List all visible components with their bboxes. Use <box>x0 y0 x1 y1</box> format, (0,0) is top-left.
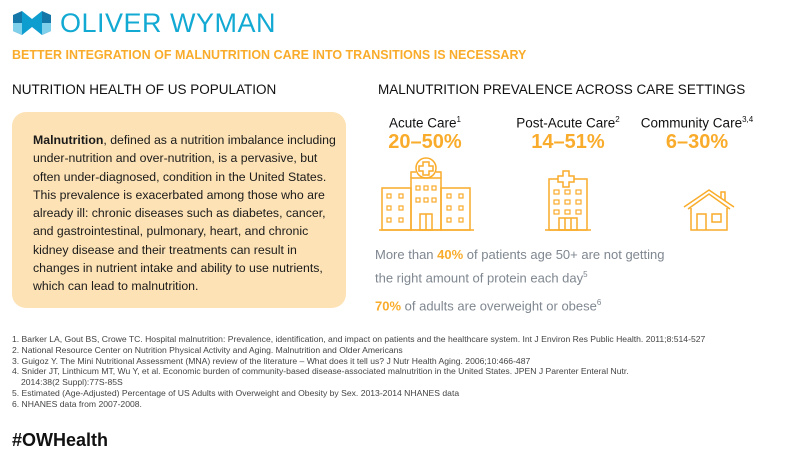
footnote: 5. Estimated (Age-Adjusted) Percentage o… <box>12 387 460 398</box>
hashtag: #OWHealth <box>12 430 109 450</box>
protein-stat: More than 40% of patients age 50+ are no… <box>375 245 675 288</box>
hospital-icon <box>379 157 474 231</box>
brand-name: OLIVER WYMAN <box>60 8 277 38</box>
footnote-ref: 5 <box>583 270 588 279</box>
footnote-ref: 1 <box>456 115 461 124</box>
footnote-ref: 3,4 <box>742 115 754 124</box>
footnote: 3. Guigoz Y. The Mini Nutritional Assess… <box>12 355 531 366</box>
setting-range: 20–50% <box>388 130 462 153</box>
footnotes: 1. Barker LA, Gout BS, Crowe TC. Hospita… <box>12 334 705 410</box>
stat-text: of patients age 50+ are not getting the … <box>375 247 665 286</box>
setting-range: 14–51% <box>531 130 605 153</box>
footnote: 2. National Resource Center on Nutrition… <box>12 344 403 355</box>
footnote-ref: 6 <box>596 298 602 307</box>
stat-value: 70% <box>375 298 402 314</box>
malnutrition-description: , defined as a nutrition imbalance inclu… <box>33 133 336 294</box>
page-subtitle: BETTER INTEGRATION OF MALNUTRITION CARE … <box>12 48 527 62</box>
setting-label: Post-Acute Care <box>516 115 616 131</box>
overweight-stat: 70% of adults are overweight or obese6 <box>375 293 601 316</box>
left-section-heading: NUTRITION HEALTH OF US POPULATION <box>12 82 277 97</box>
setting-label: Acute Care <box>389 115 457 131</box>
clinic-building-icon <box>545 170 591 231</box>
footnote: 1. Barker LA, Gout BS, Crowe TC. Hospita… <box>12 334 706 344</box>
right-section-heading: MALNUTRITION PREVALENCE ACROSS CARE SETT… <box>378 82 746 97</box>
stat-text: More than <box>375 247 438 262</box>
setting-post-acute-care: Post-Acute Care2 14–51% <box>498 115 638 153</box>
footnote-ref: 2 <box>615 115 620 124</box>
footnote: 4. Snider JT, Linthicum MT, Wu Y, et al.… <box>12 366 629 377</box>
setting-community-care: Community Care3,4 6–30% <box>627 115 767 153</box>
house-icon <box>683 189 735 231</box>
oliver-wyman-logo-icon <box>13 11 51 35</box>
malnutrition-definition-box: Malnutrition, defined as a nutrition imb… <box>12 112 346 308</box>
footnote-continuation: 2014:38(2 Suppl):77S-85S <box>21 377 123 388</box>
setting-label: Community Care <box>640 115 743 131</box>
stat-text: of adults are overweight or obese <box>401 298 597 314</box>
setting-range: 6–30% <box>665 130 729 153</box>
malnutrition-term: Malnutrition <box>33 133 104 147</box>
footnote: 6. NHANES data from 2007-2008. <box>12 398 142 409</box>
stat-value: 40% <box>437 247 464 262</box>
setting-acute-care: Acute Care1 20–50% <box>355 115 495 153</box>
